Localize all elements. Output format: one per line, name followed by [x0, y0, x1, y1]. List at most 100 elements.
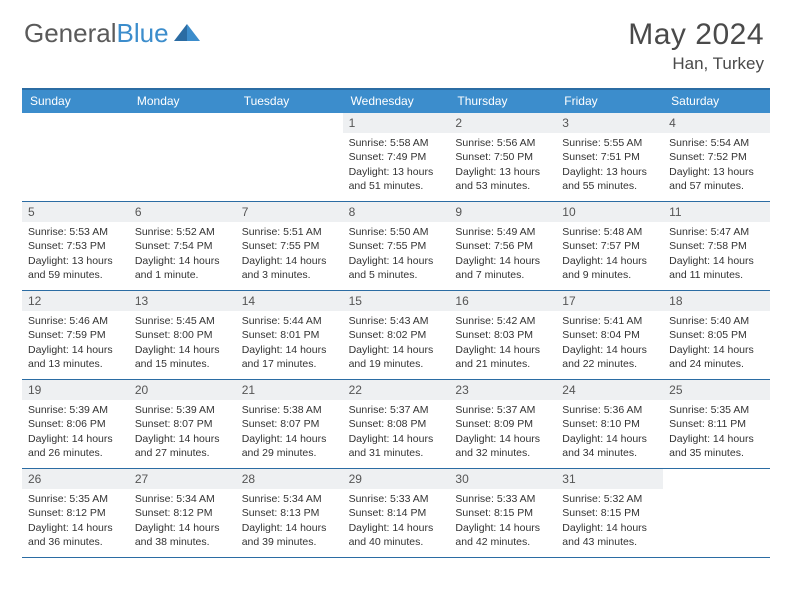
day-cell: 11Sunrise: 5:47 AMSunset: 7:58 PMDayligh… [663, 202, 770, 290]
day-d2: and 32 minutes. [455, 446, 550, 460]
day-d1: Daylight: 14 hours [455, 521, 550, 535]
day-cell: 19Sunrise: 5:39 AMSunset: 8:06 PMDayligh… [22, 380, 129, 468]
calendar: Sunday Monday Tuesday Wednesday Thursday… [22, 88, 770, 558]
day-d2: and 29 minutes. [242, 446, 337, 460]
day-sr: Sunrise: 5:40 AM [669, 314, 764, 328]
day-cell: 31Sunrise: 5:32 AMSunset: 8:15 PMDayligh… [556, 469, 663, 557]
day-d1: Daylight: 14 hours [455, 343, 550, 357]
logo-text-1: General [24, 18, 117, 49]
day-cell: 1Sunrise: 5:58 AMSunset: 7:49 PMDaylight… [343, 113, 450, 201]
day-number: 25 [663, 380, 770, 400]
logo-text-2: Blue [117, 18, 169, 49]
day-number: 8 [343, 202, 450, 222]
title-block: May 2024 Han, Turkey [628, 18, 764, 74]
day-ss: Sunset: 8:13 PM [242, 506, 337, 520]
day-d1: Daylight: 14 hours [669, 254, 764, 268]
day-cell: 17Sunrise: 5:41 AMSunset: 8:04 PMDayligh… [556, 291, 663, 379]
day-d2: and 43 minutes. [562, 535, 657, 549]
day-cell [22, 113, 129, 201]
dow-sat: Saturday [663, 90, 770, 113]
day-ss: Sunset: 8:03 PM [455, 328, 550, 342]
day-cell: 9Sunrise: 5:49 AMSunset: 7:56 PMDaylight… [449, 202, 556, 290]
day-sr: Sunrise: 5:55 AM [562, 136, 657, 150]
day-cell: 15Sunrise: 5:43 AMSunset: 8:02 PMDayligh… [343, 291, 450, 379]
day-sr: Sunrise: 5:37 AM [455, 403, 550, 417]
day-d1: Daylight: 14 hours [349, 343, 444, 357]
day-sr: Sunrise: 5:36 AM [562, 403, 657, 417]
day-sr: Sunrise: 5:52 AM [135, 225, 230, 239]
day-number: 23 [449, 380, 556, 400]
day-d2: and 5 minutes. [349, 268, 444, 282]
week-row: 26Sunrise: 5:35 AMSunset: 8:12 PMDayligh… [22, 469, 770, 558]
day-sr: Sunrise: 5:54 AM [669, 136, 764, 150]
day-d2: and 59 minutes. [28, 268, 123, 282]
day-d2: and 26 minutes. [28, 446, 123, 460]
day-d2: and 19 minutes. [349, 357, 444, 371]
day-ss: Sunset: 7:56 PM [455, 239, 550, 253]
day-ss: Sunset: 7:57 PM [562, 239, 657, 253]
day-d1: Daylight: 14 hours [349, 432, 444, 446]
day-ss: Sunset: 8:08 PM [349, 417, 444, 431]
day-d1: Daylight: 14 hours [28, 521, 123, 535]
day-d1: Daylight: 13 hours [562, 165, 657, 179]
day-d1: Daylight: 14 hours [562, 521, 657, 535]
dow-row: Sunday Monday Tuesday Wednesday Thursday… [22, 90, 770, 113]
day-cell: 4Sunrise: 5:54 AMSunset: 7:52 PMDaylight… [663, 113, 770, 201]
day-number: 20 [129, 380, 236, 400]
day-d2: and 55 minutes. [562, 179, 657, 193]
day-cell: 23Sunrise: 5:37 AMSunset: 8:09 PMDayligh… [449, 380, 556, 468]
day-ss: Sunset: 8:11 PM [669, 417, 764, 431]
day-cell: 2Sunrise: 5:56 AMSunset: 7:50 PMDaylight… [449, 113, 556, 201]
day-d2: and 3 minutes. [242, 268, 337, 282]
day-number: 11 [663, 202, 770, 222]
day-cell: 5Sunrise: 5:53 AMSunset: 7:53 PMDaylight… [22, 202, 129, 290]
day-cell: 30Sunrise: 5:33 AMSunset: 8:15 PMDayligh… [449, 469, 556, 557]
day-d2: and 24 minutes. [669, 357, 764, 371]
day-ss: Sunset: 8:07 PM [242, 417, 337, 431]
day-d2: and 22 minutes. [562, 357, 657, 371]
day-number: 5 [22, 202, 129, 222]
day-sr: Sunrise: 5:42 AM [455, 314, 550, 328]
logo: GeneralBlue [24, 18, 201, 49]
day-ss: Sunset: 8:09 PM [455, 417, 550, 431]
day-ss: Sunset: 7:51 PM [562, 150, 657, 164]
day-d1: Daylight: 13 hours [669, 165, 764, 179]
day-d2: and 42 minutes. [455, 535, 550, 549]
weeks-container: 1Sunrise: 5:58 AMSunset: 7:49 PMDaylight… [22, 113, 770, 558]
day-d1: Daylight: 14 hours [669, 343, 764, 357]
day-sr: Sunrise: 5:38 AM [242, 403, 337, 417]
day-number: 26 [22, 469, 129, 489]
day-sr: Sunrise: 5:53 AM [28, 225, 123, 239]
day-ss: Sunset: 8:10 PM [562, 417, 657, 431]
day-sr: Sunrise: 5:33 AM [349, 492, 444, 506]
day-cell: 12Sunrise: 5:46 AMSunset: 7:59 PMDayligh… [22, 291, 129, 379]
day-number: 6 [129, 202, 236, 222]
day-d2: and 53 minutes. [455, 179, 550, 193]
day-ss: Sunset: 8:12 PM [135, 506, 230, 520]
day-d2: and 38 minutes. [135, 535, 230, 549]
day-d2: and 21 minutes. [455, 357, 550, 371]
day-cell: 21Sunrise: 5:38 AMSunset: 8:07 PMDayligh… [236, 380, 343, 468]
day-sr: Sunrise: 5:51 AM [242, 225, 337, 239]
day-number: 16 [449, 291, 556, 311]
dow-wed: Wednesday [343, 90, 450, 113]
day-sr: Sunrise: 5:43 AM [349, 314, 444, 328]
day-d2: and 40 minutes. [349, 535, 444, 549]
day-d2: and 36 minutes. [28, 535, 123, 549]
day-number: 31 [556, 469, 663, 489]
week-row: 19Sunrise: 5:39 AMSunset: 8:06 PMDayligh… [22, 380, 770, 469]
day-cell [663, 469, 770, 557]
day-ss: Sunset: 7:54 PM [135, 239, 230, 253]
day-ss: Sunset: 8:06 PM [28, 417, 123, 431]
day-d2: and 17 minutes. [242, 357, 337, 371]
day-ss: Sunset: 8:07 PM [135, 417, 230, 431]
day-sr: Sunrise: 5:39 AM [28, 403, 123, 417]
day-d2: and 27 minutes. [135, 446, 230, 460]
day-sr: Sunrise: 5:35 AM [669, 403, 764, 417]
day-cell: 20Sunrise: 5:39 AMSunset: 8:07 PMDayligh… [129, 380, 236, 468]
day-ss: Sunset: 8:01 PM [242, 328, 337, 342]
day-cell: 27Sunrise: 5:34 AMSunset: 8:12 PMDayligh… [129, 469, 236, 557]
day-ss: Sunset: 8:14 PM [349, 506, 444, 520]
day-d1: Daylight: 13 hours [455, 165, 550, 179]
day-d2: and 31 minutes. [349, 446, 444, 460]
